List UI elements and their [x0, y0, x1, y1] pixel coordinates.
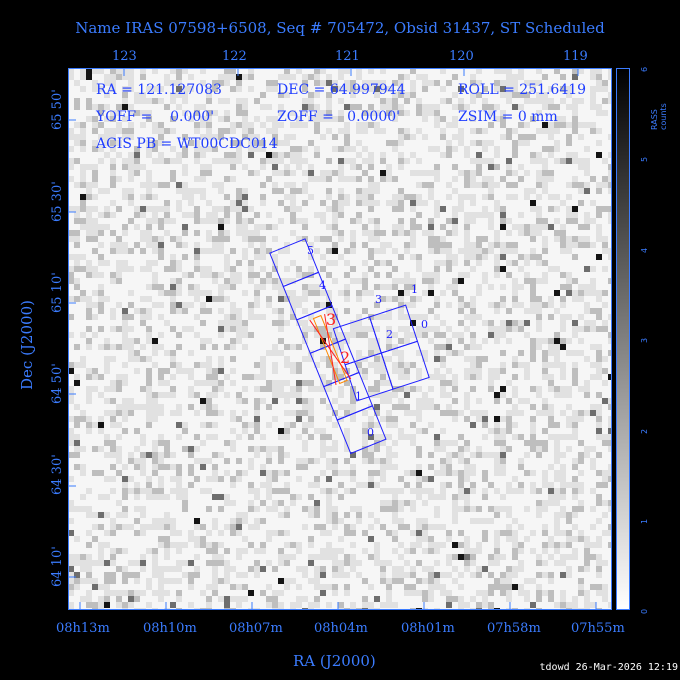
top-tick: 121: [335, 49, 360, 64]
y-tick: 65 10': [50, 272, 65, 313]
sky-image-plot[interactable]: 3 1 2 0 5 4 3 2 1 0: [68, 68, 612, 610]
x-tick: 08h10m: [143, 621, 197, 636]
chip-label-i0: 0: [421, 318, 428, 331]
colorbar-tick: 5: [640, 156, 649, 162]
colorbar-tick: 0: [640, 608, 649, 614]
chip-label-i1: 1: [411, 283, 418, 296]
acis-pb-readout: ACIS PB = WT00CDC014: [96, 136, 278, 152]
chip-label-s2: 2: [340, 348, 351, 367]
y-axis-title: Dec (J2000): [18, 300, 36, 390]
y-tick: 65 30': [50, 181, 65, 222]
roll-readout: ROLL = 251.6419: [458, 82, 587, 98]
footer-stamp: tdowd 26-Mar-2026 12:19: [539, 662, 678, 673]
x-axis-title: RA (J2000): [293, 652, 376, 670]
slit-box: [312, 314, 348, 385]
colorbar-tick: 6: [640, 66, 649, 72]
yoff-readout: YOFF = 0.000': [96, 109, 215, 125]
chip-label-i3: 3: [375, 293, 382, 306]
y-tick: 64 30': [50, 454, 65, 495]
dec-readout: DEC = 64.997944: [277, 82, 406, 98]
zsim-readout: ZSIM = 0 mm: [458, 109, 558, 125]
chip-label-i2: 2: [386, 328, 393, 341]
acis-i-array: [332, 304, 430, 402]
y-tick: 64 50': [50, 363, 65, 404]
x-tick: 07h58m: [487, 621, 541, 636]
colorbar-label: RASS counts: [650, 103, 668, 130]
colorbar-tick: 4: [640, 247, 649, 253]
top-tick: 123: [112, 49, 137, 64]
colorbar-tick: 1: [640, 518, 649, 524]
chip-label-s3: 3: [326, 310, 337, 329]
y-tick: 64 10': [50, 546, 65, 587]
chip-label-s0: 0: [367, 426, 374, 439]
top-tick: 120: [449, 49, 474, 64]
zoff-readout: ZOFF = 0.0000': [277, 109, 400, 125]
plot-title: Name IRAS 07598+6508, Seq # 705472, Obsi…: [75, 19, 605, 37]
acis-chip-i0: [380, 340, 430, 390]
colorbar-tick: 3: [640, 337, 649, 343]
acis-chip-s0: [336, 405, 387, 455]
x-tick: 08h04m: [314, 621, 368, 636]
y-tick: 65 50': [50, 89, 65, 130]
top-tick: 122: [222, 49, 247, 64]
grating-line: [324, 313, 337, 386]
top-tick: 119: [563, 49, 588, 64]
x-tick: 08h01m: [401, 621, 455, 636]
chip-label-s4: 4: [319, 279, 326, 292]
x-tick: 08h13m: [56, 621, 110, 636]
ra-readout: RA = 121.127083: [96, 82, 222, 98]
acis-s-array: [269, 238, 387, 455]
x-tick: 07h55m: [571, 621, 625, 636]
chip-label-s5: 5: [307, 244, 314, 257]
colorbar-tick: 2: [640, 428, 649, 434]
x-tick: 08h07m: [229, 621, 283, 636]
chip-label-s1: 1: [355, 390, 362, 403]
rass-sky-image: [68, 68, 612, 610]
colorbar: [616, 68, 630, 610]
